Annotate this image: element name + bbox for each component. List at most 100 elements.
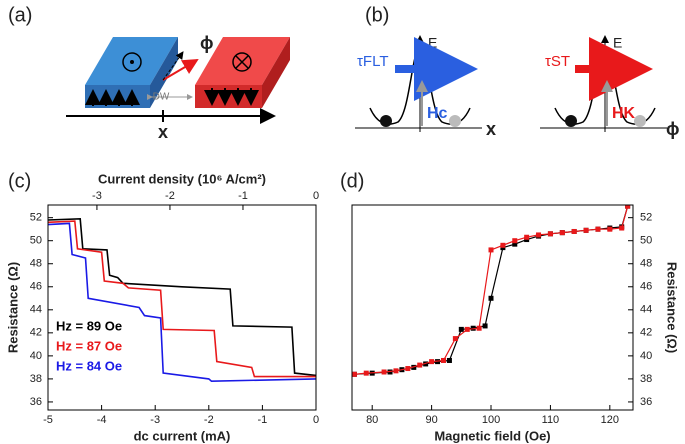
- marker: [488, 295, 494, 301]
- x-axis-label: dc current (mA): [134, 428, 231, 443]
- marker: [595, 226, 601, 232]
- e-label: E: [613, 35, 622, 51]
- marker: [583, 227, 589, 233]
- marker: [607, 226, 613, 232]
- x-tick-label: -2: [204, 414, 214, 426]
- x-tick-label: -1: [258, 414, 268, 426]
- marker: [512, 238, 518, 244]
- y-tick-label: 40: [640, 350, 652, 362]
- red-side: [262, 37, 290, 108]
- phi-ref-arrow: [162, 51, 184, 81]
- y-tick-label: 46: [30, 281, 42, 293]
- x-axis-label: Magnetic field (Oe): [434, 428, 550, 443]
- x-tick-label: 100: [482, 414, 500, 426]
- marker: [476, 325, 482, 331]
- phi-arrow: [162, 58, 199, 81]
- marker: [625, 205, 631, 209]
- marker: [417, 362, 423, 368]
- phi-label: ϕ: [666, 119, 680, 139]
- ball: [380, 115, 392, 127]
- x-label: x: [158, 122, 168, 142]
- cross-symbol: [232, 52, 252, 72]
- panel-label: (b): [365, 4, 389, 26]
- x2-tick-label: -2: [165, 190, 175, 202]
- y-tick-label: 52: [640, 212, 652, 224]
- legend-entry: Hz = 89 Oe: [56, 318, 122, 333]
- marker: [452, 336, 458, 342]
- legend-entry: Hz = 84 Oe: [56, 358, 122, 373]
- ball: [634, 115, 646, 127]
- dot-center: [130, 60, 134, 64]
- e-label: E: [428, 35, 437, 51]
- y-tick-label: 52: [30, 212, 42, 224]
- plot-area: [48, 217, 316, 383]
- x-tick-label: 80: [366, 414, 378, 426]
- y-tick-label: 48: [640, 258, 652, 270]
- x-tick-label: -5: [43, 414, 53, 426]
- y-tick-label: 44: [30, 304, 42, 316]
- cross-lines: [235, 55, 249, 69]
- panel-label: (a): [8, 4, 32, 26]
- marker: [559, 230, 565, 236]
- y-tick-label: 36: [640, 396, 652, 408]
- y-tick-label: 42: [30, 327, 42, 339]
- y-tick-label: 50: [30, 235, 42, 247]
- panel-label: (d): [340, 170, 364, 192]
- x-tick-label: 90: [425, 414, 437, 426]
- blue-front: [85, 85, 150, 108]
- marker: [619, 225, 625, 231]
- panel-b: (b) E τFLT Hc x E τST HK ϕ: [355, 4, 680, 139]
- plot-frame: [351, 204, 634, 411]
- marker: [464, 326, 470, 332]
- marker: [405, 366, 411, 372]
- marker: [381, 369, 387, 375]
- marker: [547, 231, 553, 237]
- y-tick-label: 36: [30, 396, 42, 408]
- dot-symbol: [122, 52, 142, 72]
- y-tick-label: 48: [30, 258, 42, 270]
- marker: [446, 357, 452, 363]
- y-tick-label: 46: [640, 281, 652, 293]
- blue-side: [150, 37, 178, 108]
- x2-tick-label: -1: [238, 190, 248, 202]
- y-tick-label: 42: [640, 327, 652, 339]
- y-axis-label: Resistance (Ω): [5, 262, 20, 353]
- ball: [449, 115, 461, 127]
- y-tick-label: 38: [30, 373, 42, 385]
- dw-label: DW: [153, 92, 170, 103]
- marker: [488, 247, 494, 253]
- plot-frame: [47, 204, 317, 411]
- x-tick-label: 0: [313, 414, 319, 426]
- y-tick-label: 38: [640, 373, 652, 385]
- marker: [429, 359, 435, 365]
- marker: [524, 234, 530, 240]
- phi-label: ϕ: [200, 33, 214, 53]
- marker: [482, 323, 488, 329]
- x2-tick-label: 0: [313, 190, 319, 202]
- x2-axis-label: Current density (10⁶ A/cm²): [98, 171, 266, 186]
- hc-label: Hc: [427, 105, 448, 122]
- plot-area: [352, 205, 631, 377]
- panel-label: (c): [8, 170, 31, 192]
- tau-st: τST: [545, 53, 570, 70]
- y-tick-label: 40: [30, 350, 42, 362]
- hk-label: HK: [612, 105, 636, 122]
- y-tick-label: 44: [640, 304, 652, 316]
- x-label: x: [486, 119, 496, 139]
- x-tick-label: -4: [97, 414, 107, 426]
- marker: [393, 368, 399, 374]
- tau-flt: τFLT: [357, 53, 388, 70]
- x2-tick-label: -3: [92, 190, 102, 202]
- x-tick-label: 120: [601, 414, 619, 426]
- marker: [571, 228, 577, 234]
- series-line: [48, 220, 316, 378]
- up-arrows: [85, 89, 140, 106]
- y-axis-label: Resistance (Ω): [665, 262, 680, 353]
- down-arrows: [204, 88, 259, 106]
- x-tick-label: -3: [150, 414, 160, 426]
- series-line: [48, 222, 316, 383]
- x-tick-label: 110: [542, 414, 560, 426]
- marker: [363, 370, 369, 376]
- legend-entry: Hz = 87 Oe: [56, 338, 122, 353]
